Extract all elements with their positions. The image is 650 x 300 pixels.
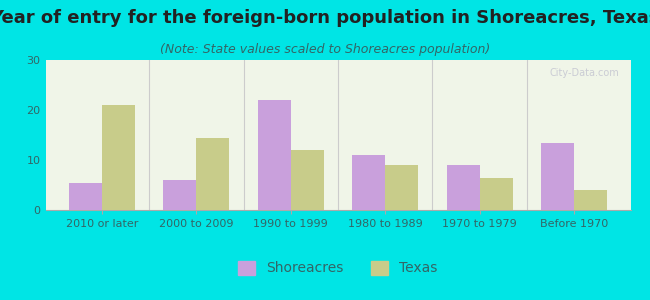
Bar [102, 105, 135, 210]
Bar [574, 190, 607, 210]
Bar [480, 178, 513, 210]
Legend: Shoreacres, Texas: Shoreacres, Texas [233, 255, 443, 281]
Bar [196, 137, 229, 210]
Bar [541, 142, 574, 210]
Text: (Note: State values scaled to Shoreacres population): (Note: State values scaled to Shoreacres… [160, 44, 490, 56]
Text: Year of entry for the foreign-born population in Shoreacres, Texas: Year of entry for the foreign-born popul… [0, 9, 650, 27]
Bar [69, 182, 102, 210]
Bar [163, 180, 196, 210]
Bar [447, 165, 480, 210]
Bar [291, 150, 324, 210]
Text: City-Data.com: City-Data.com [549, 68, 619, 77]
Bar [258, 100, 291, 210]
Bar [385, 165, 418, 210]
Bar [352, 155, 385, 210]
